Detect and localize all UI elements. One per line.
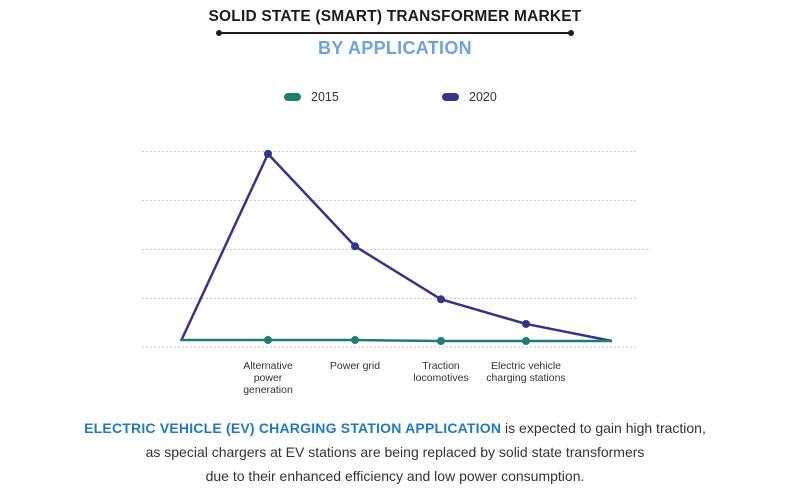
title-divider <box>216 30 574 36</box>
legend-label-2015: 2015 <box>311 90 339 104</box>
footer-line-1: ELECTRIC VEHICLE (EV) CHARGING STATION A… <box>0 416 790 440</box>
footer-highlight: ELECTRIC VEHICLE (EV) CHARGING STATION A… <box>84 420 502 436</box>
data-point-2015 <box>522 337 530 345</box>
x-tick-label: Alternative power generation <box>243 360 293 396</box>
legend-swatch-2015 <box>284 93 301 101</box>
x-tick-label: Traction locomotives <box>413 360 468 384</box>
legend-label-2020: 2020 <box>469 90 497 104</box>
footer-line-3: due to their enhanced efficiency and low… <box>205 468 585 484</box>
data-point-2015 <box>351 336 359 345</box>
data-point-2020 <box>437 295 445 304</box>
series-line-2020 <box>179 152 613 343</box>
data-point-2015 <box>437 337 445 345</box>
legend-item-2020: 2020 <box>442 89 497 105</box>
chart-subtitle: BY APPLICATION <box>318 38 472 58</box>
legend-swatch-2020 <box>442 93 459 101</box>
footer-line-2: as special chargers at EV stations are b… <box>145 444 645 460</box>
chart-title: SOLID STATE (SMART) TRANSFORMER MARKET <box>208 8 582 25</box>
x-tick-label: Electric vehicle charging stations <box>486 360 565 384</box>
footer-line-1-rest: is expected to gain high traction, <box>501 420 706 436</box>
data-point-2020 <box>351 242 359 251</box>
series-line-2015 <box>181 338 612 343</box>
data-point-2015 <box>264 336 272 345</box>
data-point-2020 <box>264 149 272 158</box>
data-point-2020 <box>522 319 530 328</box>
x-tick-label: Power grid <box>330 360 380 372</box>
legend-item-2015: 2015 <box>284 89 339 105</box>
footer-text: ELECTRIC VEHICLE (EV) CHARGING STATION A… <box>0 416 790 488</box>
